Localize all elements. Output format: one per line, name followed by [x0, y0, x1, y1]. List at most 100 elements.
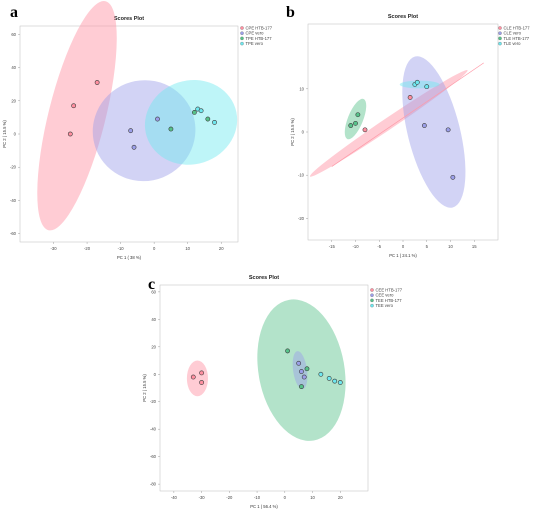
x-tick-label: 0	[284, 495, 287, 500]
data-point	[191, 110, 197, 115]
y-tick-label: -20	[298, 216, 305, 221]
x-tick-label: 0	[402, 244, 405, 249]
data-point	[450, 174, 456, 180]
y-tick-label: -20	[10, 165, 17, 170]
data-point	[198, 108, 204, 114]
chart-title: Scores Plot	[249, 275, 279, 281]
data-point	[362, 127, 368, 133]
y-tick-label: 20	[151, 344, 156, 349]
data-point	[212, 119, 217, 125]
chart-title: Scores Plot	[114, 16, 144, 22]
panel-letter-c: c	[148, 276, 155, 293]
legend-marker	[240, 41, 244, 46]
y-axis-label: PC 2 ( 15.5 %)	[290, 118, 295, 146]
chart-panel-3: Scores Plot -40 -30 -20 -10 0 10 20 60 40 20 0 -20 -4…	[142, 275, 403, 509]
data-point	[67, 131, 73, 137]
data-point	[285, 348, 290, 354]
data-point	[155, 116, 160, 122]
x-tick-label: 15	[472, 244, 477, 249]
x-tick-label: -30	[51, 246, 58, 251]
legend-marker	[498, 36, 502, 41]
y-tick-label: -80	[150, 482, 157, 487]
data-point	[199, 370, 204, 376]
x-axis-label: PC 1 ( 38 %)	[117, 255, 142, 260]
data-point	[355, 112, 361, 118]
data-point	[424, 84, 430, 90]
legend-entry: CLE HTB-177	[504, 25, 531, 30]
data-point	[71, 103, 77, 109]
data-point	[326, 375, 332, 381]
y-tick-label: 0	[302, 130, 305, 135]
legend-marker	[370, 298, 374, 303]
data-point	[318, 371, 324, 377]
legend-entry: CLE vero	[504, 31, 522, 36]
y-axis-label: PC 2 ( 15.5 %)	[142, 374, 147, 402]
legend-marker	[240, 36, 244, 41]
data-point	[353, 120, 358, 126]
x-tick-label: -30	[199, 495, 206, 500]
x-axis-label: PC 1 ( 56.4 %)	[250, 504, 278, 509]
data-point	[337, 380, 343, 385]
x-tick-label: -5	[377, 244, 381, 249]
y-tick-label: -60	[10, 231, 17, 236]
legend-entry: TEE HTB-177	[376, 298, 403, 303]
y-tick-label: 20	[11, 98, 16, 103]
x-tick-label: -10	[118, 246, 125, 251]
data-point	[348, 123, 354, 128]
data-point	[407, 95, 413, 100]
x-tick-label: -20	[226, 495, 233, 500]
y-tick-label: -10	[298, 173, 305, 178]
legend-marker	[498, 26, 502, 30]
confidence-ellipse	[309, 70, 468, 177]
legend-marker	[370, 303, 374, 308]
legend-entry: CEE HTB-177	[376, 287, 403, 292]
legend-entry: TLE vero	[504, 41, 522, 46]
y-tick-label: 40	[151, 317, 156, 322]
y-tick-label: -40	[150, 427, 157, 432]
y-tick-label: 0	[154, 372, 157, 377]
x-tick-label: 20	[338, 495, 343, 500]
legend-entry: CPE vero	[246, 31, 265, 36]
x-tick-label: -20	[84, 246, 91, 251]
chart-panel-1: Scores Plot -30 -20 -10 0 10 20 60 40 20 0 -20 -40 -6…	[2, 1, 273, 260]
legend-marker	[498, 31, 502, 35]
data-point	[301, 374, 307, 380]
legend-marker	[370, 288, 374, 292]
legend-entry: TPE HTB-177	[246, 36, 273, 41]
y-tick-label: 0	[14, 132, 17, 137]
data-point	[190, 374, 196, 380]
x-tick-label: -40	[171, 495, 178, 500]
data-point	[414, 79, 420, 85]
x-tick-label: 0	[153, 246, 156, 251]
plot-frame	[159, 284, 369, 492]
confidence-ellipse	[344, 98, 367, 140]
x-tick-label: -15	[329, 244, 336, 249]
data-point	[94, 80, 100, 85]
data-point	[299, 369, 304, 374]
data-point	[304, 366, 310, 372]
reference-line	[331, 62, 484, 167]
data-point	[299, 384, 304, 390]
x-tick-label: 5	[426, 244, 429, 249]
data-point	[205, 116, 211, 122]
y-tick-label: -60	[150, 454, 157, 459]
legend-marker	[498, 41, 502, 46]
confidence-ellipse	[399, 80, 440, 89]
x-tick-label: 10	[448, 244, 453, 249]
chart-panel-2: Scores Plot -15 -10 -5 0 5 10 15 10 0 -10 -20 PC 1 (…	[290, 14, 530, 258]
y-tick-label: 60	[11, 32, 16, 37]
data-point	[168, 126, 174, 132]
data-point	[128, 128, 134, 134]
y-axis-label: PC 2 ( 15.5 %)	[2, 120, 7, 148]
data-point	[296, 360, 302, 366]
y-tick-label: -20	[150, 399, 157, 404]
y-tick-label: 40	[11, 65, 16, 70]
data-point	[421, 123, 427, 128]
x-tick-label: -10	[254, 495, 261, 500]
data-point	[445, 127, 451, 133]
legend-entry: CPE HTB-177	[246, 25, 273, 30]
x-tick-label: 10	[185, 246, 190, 251]
x-tick-label: 10	[310, 495, 315, 500]
data-point	[199, 380, 204, 385]
confidence-ellipse	[144, 79, 238, 165]
